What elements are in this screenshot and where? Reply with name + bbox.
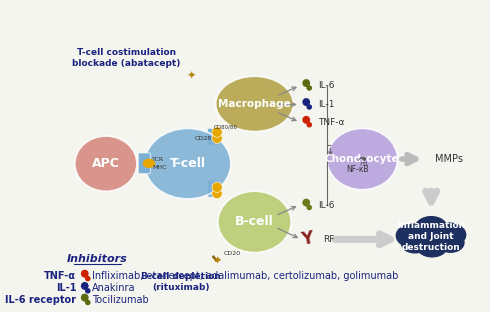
Text: ✦: ✦ [186,71,196,81]
Circle shape [144,159,154,167]
Circle shape [427,222,453,240]
Text: ✦: ✦ [212,256,222,266]
Ellipse shape [145,129,231,199]
Ellipse shape [306,122,312,128]
Ellipse shape [81,282,89,290]
Text: TNF-α: TNF-α [44,271,76,281]
Text: NF-κB: NF-κB [347,165,369,174]
Text: Y: Y [300,229,315,249]
Text: ⚗: ⚗ [357,156,368,168]
Text: IL-1: IL-1 [318,100,335,109]
Ellipse shape [306,104,312,110]
Text: CD28: CD28 [194,136,211,141]
Ellipse shape [302,199,310,207]
Text: IL-6 receptor: IL-6 receptor [5,295,76,305]
Text: Infliximab, etanercept, adalimumab, certolizumab, golimumab: Infliximab, etanercept, adalimumab, cert… [92,271,398,281]
Circle shape [396,224,429,247]
Ellipse shape [302,116,310,124]
Text: RF: RF [323,235,335,244]
Text: T-cell: T-cell [170,157,206,170]
Ellipse shape [327,129,397,190]
Text: Anakinra: Anakinra [92,283,135,293]
Circle shape [401,234,428,253]
Ellipse shape [212,182,222,193]
Text: Inhibitors: Inhibitors [67,254,127,264]
FancyBboxPatch shape [208,129,219,145]
Text: Chondrocyte: Chondrocyte [325,154,399,164]
Ellipse shape [212,127,222,137]
Text: T-cell costimulation
blockade (abatacept): T-cell costimulation blockade (abatacept… [72,48,180,68]
Ellipse shape [81,294,89,302]
Ellipse shape [212,133,222,144]
Ellipse shape [85,288,91,294]
FancyBboxPatch shape [138,153,150,174]
Ellipse shape [302,98,310,106]
Circle shape [437,233,464,252]
Text: CD80/86: CD80/86 [213,124,237,129]
Text: APC: APC [92,157,120,170]
Text: IL-6: IL-6 [318,81,335,90]
Text: TCR: TCR [152,157,164,162]
Text: MHC: MHC [152,165,167,170]
Ellipse shape [218,191,291,252]
Text: CD20: CD20 [223,251,241,256]
Circle shape [433,223,466,246]
Ellipse shape [212,188,222,199]
Text: B-cell depletion
(rituximab): B-cell depletion (rituximab) [142,271,221,292]
Text: Inflammation
and Joint
destruction: Inflammation and Joint destruction [397,221,466,252]
Ellipse shape [302,79,310,87]
Circle shape [416,235,447,257]
Text: IL-1: IL-1 [56,283,76,293]
Ellipse shape [306,205,312,210]
Ellipse shape [85,276,91,281]
Text: B-cell: B-cell [235,215,274,228]
Text: Macrophage: Macrophage [218,99,291,109]
Ellipse shape [216,76,294,131]
Ellipse shape [306,85,312,91]
Circle shape [415,217,447,239]
Text: IL-6: IL-6 [318,201,335,210]
Circle shape [410,222,435,240]
Ellipse shape [81,270,89,278]
Ellipse shape [85,300,91,305]
Text: TNF-α: TNF-α [318,118,345,127]
FancyBboxPatch shape [208,181,219,197]
Ellipse shape [75,136,137,191]
Text: Tocilizumab: Tocilizumab [92,295,148,305]
Text: MMPs: MMPs [435,154,463,164]
